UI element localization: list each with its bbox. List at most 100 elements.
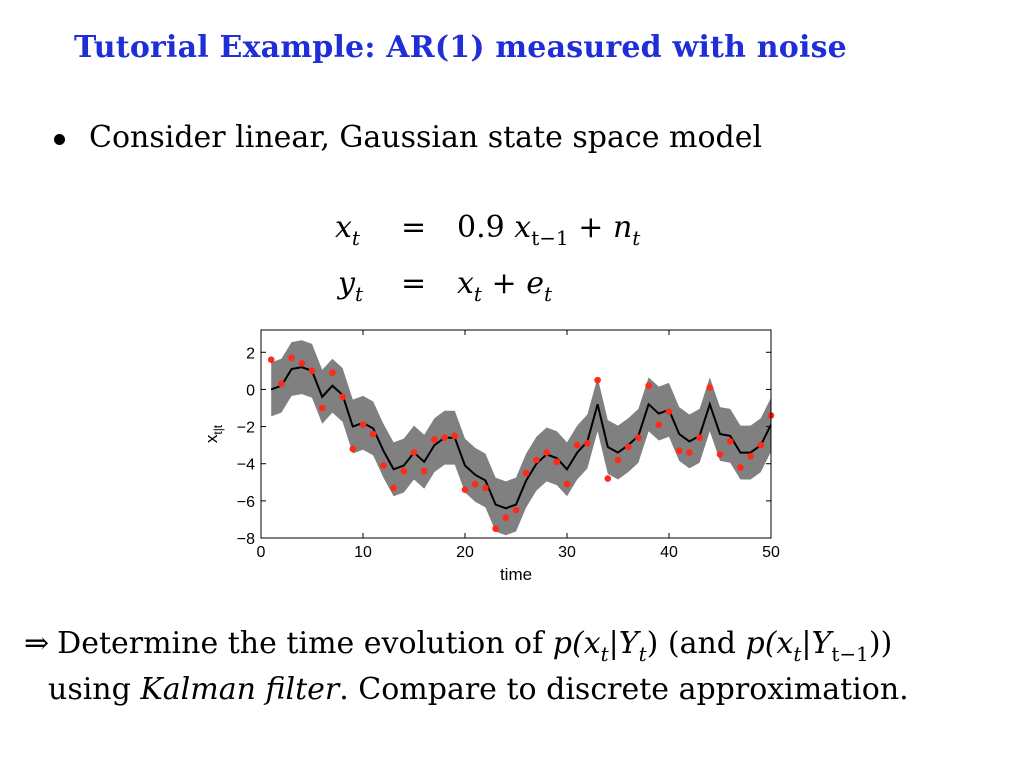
- measurement-point: [614, 456, 622, 464]
- p2-open: p(: [745, 626, 777, 661]
- eq2-rhs-sub: t: [473, 282, 482, 306]
- measurement-point: [665, 408, 673, 416]
- y-axis-label-main: x: [202, 434, 221, 443]
- conclusion-text: ⇒ Determine the time evolution of p(xt|Yt…: [24, 622, 1014, 712]
- equation-measurement: yt = xt + et: [338, 266, 738, 310]
- conclusion-line2: using Kalman filter. Compare to discrete…: [24, 668, 1014, 712]
- p1-x: x: [583, 626, 601, 661]
- measurement-point: [737, 464, 744, 471]
- p1-bar: |: [608, 626, 619, 661]
- eq2-op: +: [491, 266, 517, 301]
- eq1-rhs-sub2: t: [632, 226, 641, 250]
- measurement-point: [492, 525, 499, 533]
- p2-bar: |: [801, 626, 812, 661]
- measurement-point: [471, 480, 479, 488]
- svg-text:xt|t: xt|t: [202, 424, 225, 443]
- measurement-point: [308, 367, 316, 375]
- implies-arrow-icon: ⇒: [24, 626, 50, 661]
- measurement-point: [298, 360, 306, 367]
- measurement-point: [380, 462, 387, 469]
- measurement-point: [369, 430, 377, 438]
- equation-state: xt = 0.9 xt−1 + nt: [335, 210, 735, 254]
- x-axis-label: time: [500, 565, 532, 584]
- measurement-point: [594, 376, 601, 384]
- measurement-point: [696, 434, 703, 442]
- p1-xsub: t: [600, 642, 609, 666]
- p1-Y: Y: [618, 626, 639, 661]
- measurement-point: [482, 484, 489, 492]
- y-tick-label: 2: [246, 345, 255, 362]
- p1-Ysub: t: [638, 642, 647, 666]
- measurement-point: [645, 382, 652, 390]
- eq2-lhs-sub: t: [354, 282, 363, 306]
- measurement-point: [502, 514, 510, 521]
- measurement-point: [400, 467, 408, 475]
- y-tick-label: −8: [237, 531, 255, 548]
- measurement-point: [420, 467, 428, 475]
- y-axis-label-sub: t|t: [211, 424, 225, 434]
- eq2-rhs-var: x: [457, 266, 474, 301]
- eq2-lhs-var: y: [338, 266, 355, 301]
- measurement-point: [624, 443, 632, 451]
- eq1-rhs-var2: n: [612, 210, 633, 245]
- conclusion-text-c: using: [48, 672, 141, 707]
- measurement-point: [359, 421, 367, 429]
- measurement-point: [655, 421, 663, 429]
- y-axis-label: xt|t: [202, 424, 225, 443]
- eq2-rhs-sub2: t: [543, 282, 553, 306]
- bullet-text: Consider linear, Gaussian state space mo…: [89, 120, 763, 155]
- kalman-filter-emphasis: Kalman filter: [140, 672, 340, 707]
- conclusion-text-b: (and: [658, 626, 746, 661]
- measurement-point: [706, 384, 714, 391]
- eq2-relation: =: [401, 266, 427, 301]
- eq1-op: +: [578, 210, 604, 245]
- bullet-dot-icon: [54, 134, 65, 145]
- measurement-point: [451, 432, 459, 440]
- measurement-point: [747, 452, 754, 460]
- eq1-lhs-sub: t: [351, 226, 360, 250]
- p1-open: p(: [552, 626, 584, 661]
- measurement-point: [757, 441, 765, 449]
- p2-Y: Y: [811, 626, 832, 661]
- p2-close: )): [868, 626, 893, 661]
- x-tick-label: 50: [762, 544, 780, 561]
- measurement-point: [349, 445, 357, 453]
- measurement-point: [339, 393, 346, 401]
- x-tick-label: 40: [660, 544, 678, 561]
- plot-frame: [260, 329, 772, 539]
- p1-close: ): [646, 626, 659, 661]
- eq1-relation: =: [401, 210, 427, 245]
- measurement-point: [288, 354, 295, 362]
- y-tick-label: 0: [246, 382, 255, 399]
- measurement-point: [604, 475, 612, 482]
- conclusion-text-d: . Compare to discrete approximation.: [339, 672, 909, 707]
- measurement-point: [267, 356, 275, 364]
- measurement-point: [553, 458, 561, 466]
- x-tick-label: 10: [354, 544, 372, 561]
- p2-x: x: [776, 626, 794, 661]
- filtered-mean-line: [270, 366, 772, 510]
- measurement-point: [318, 404, 326, 412]
- measurement-point: [278, 380, 285, 388]
- conclusion-line1: ⇒ Determine the time evolution of p(xt|Yt…: [24, 626, 893, 666]
- measurement-point: [716, 451, 724, 458]
- y-tick-label: −2: [237, 420, 255, 437]
- eq1-lhs-var: x: [335, 210, 352, 245]
- measurement-point: [533, 456, 540, 464]
- x-tick-label: 0: [257, 544, 266, 561]
- measurement-point: [431, 436, 438, 443]
- eq1-coef: 0.9: [457, 210, 505, 245]
- measurement-point: [441, 434, 448, 442]
- measurement-point: [543, 449, 550, 456]
- y-tick-label: −6: [237, 494, 255, 511]
- measurement-point: [584, 439, 591, 447]
- slide-title: Tutorial Example: AR(1) measured with no…: [74, 30, 847, 65]
- eq1-rhs-var: x: [514, 210, 532, 245]
- measurement-point: [390, 484, 397, 492]
- measurement-point: [635, 434, 642, 442]
- measurement-point: [563, 480, 571, 488]
- measurement-point: [573, 441, 581, 449]
- measurement-point: [461, 486, 469, 494]
- bullet-item: Consider linear, Gaussian state space mo…: [54, 120, 762, 155]
